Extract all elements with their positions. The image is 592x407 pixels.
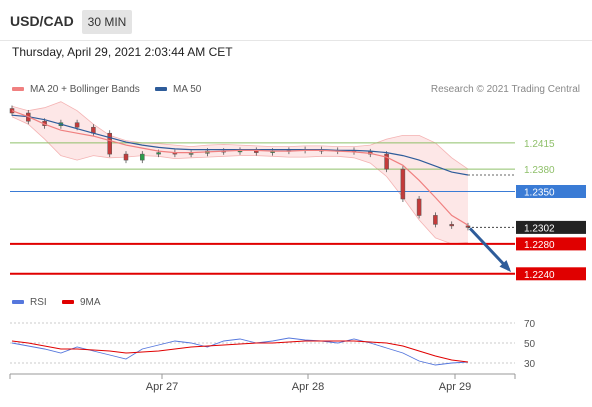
chart-datetime: Thursday, April 29, 2021 2:03:44 AM CET bbox=[12, 45, 233, 59]
legend-ma20-label: MA 20 + Bollinger Bands bbox=[30, 84, 140, 95]
bollinger-upper-line bbox=[11, 101, 469, 170]
candle-body bbox=[156, 152, 161, 155]
candle-body bbox=[188, 153, 194, 155]
legend-ma20: MA 20 + Bollinger Bands bbox=[12, 84, 140, 95]
current-price-label: 1.2302 bbox=[524, 223, 555, 234]
ma20-line bbox=[11, 110, 469, 226]
ma50-swatch-icon bbox=[155, 87, 167, 92]
candle-body bbox=[140, 153, 145, 161]
forecast-arrow-line bbox=[468, 227, 511, 271]
x-tick-label: Apr 29 bbox=[439, 381, 471, 393]
candle-body bbox=[123, 153, 129, 161]
candle-body bbox=[74, 122, 80, 128]
rsi-tick-label: 70 bbox=[524, 319, 536, 330]
legend-ma50: MA 50 bbox=[155, 84, 201, 95]
level-label-1.2280: 1.2280 bbox=[524, 240, 555, 251]
candle-body bbox=[433, 215, 438, 225]
ma50-line bbox=[11, 114, 469, 176]
current-price-label-bg bbox=[516, 220, 586, 234]
research-credit: Research © 2021 Trading Central bbox=[430, 84, 580, 95]
legend-9ma-label: 9MA bbox=[80, 297, 101, 308]
candle-body bbox=[384, 153, 389, 170]
timeframe-badge[interactable]: 30 MIN bbox=[82, 10, 132, 34]
level-label-1.2350: 1.2350 bbox=[524, 188, 555, 199]
candle-body bbox=[107, 132, 112, 155]
rsi-line bbox=[11, 337, 469, 366]
level-label-bg-1.2350 bbox=[516, 185, 586, 198]
candle-body bbox=[449, 224, 454, 227]
level-label-bg-1.2240 bbox=[516, 267, 586, 281]
x-tick-label: Apr 27 bbox=[146, 381, 178, 393]
level-label-1.2240: 1.2240 bbox=[524, 270, 555, 281]
rsi-swatch-icon bbox=[12, 300, 24, 305]
bollinger-band bbox=[12, 101, 468, 244]
chart-header: USD/CAD 30 MIN bbox=[0, 0, 592, 41]
rsi-tick-label: 30 bbox=[524, 359, 536, 370]
legend-9ma: 9MA bbox=[62, 297, 101, 308]
legend-ma50-label: MA 50 bbox=[173, 84, 202, 95]
rsi-ma9-line bbox=[11, 340, 469, 363]
candle-body bbox=[416, 198, 422, 216]
bollinger-lower-line bbox=[11, 116, 469, 245]
legend-rsi-label: RSI bbox=[30, 297, 47, 308]
legend-rsi: RSI bbox=[12, 297, 47, 308]
pair-title: USD/CAD bbox=[10, 13, 74, 29]
rsi-tick-label: 50 bbox=[524, 339, 536, 350]
level-label-1.2380: 1.2380 bbox=[524, 165, 555, 176]
ma9-swatch-icon bbox=[62, 300, 74, 305]
level-label-1.2415: 1.2415 bbox=[524, 139, 555, 150]
ma20-swatch-icon bbox=[12, 87, 24, 92]
level-label-bg-1.2280 bbox=[516, 237, 586, 251]
candle-body bbox=[400, 168, 406, 200]
forecast-arrow-icon bbox=[499, 260, 512, 272]
x-tick-label: Apr 28 bbox=[292, 381, 324, 393]
